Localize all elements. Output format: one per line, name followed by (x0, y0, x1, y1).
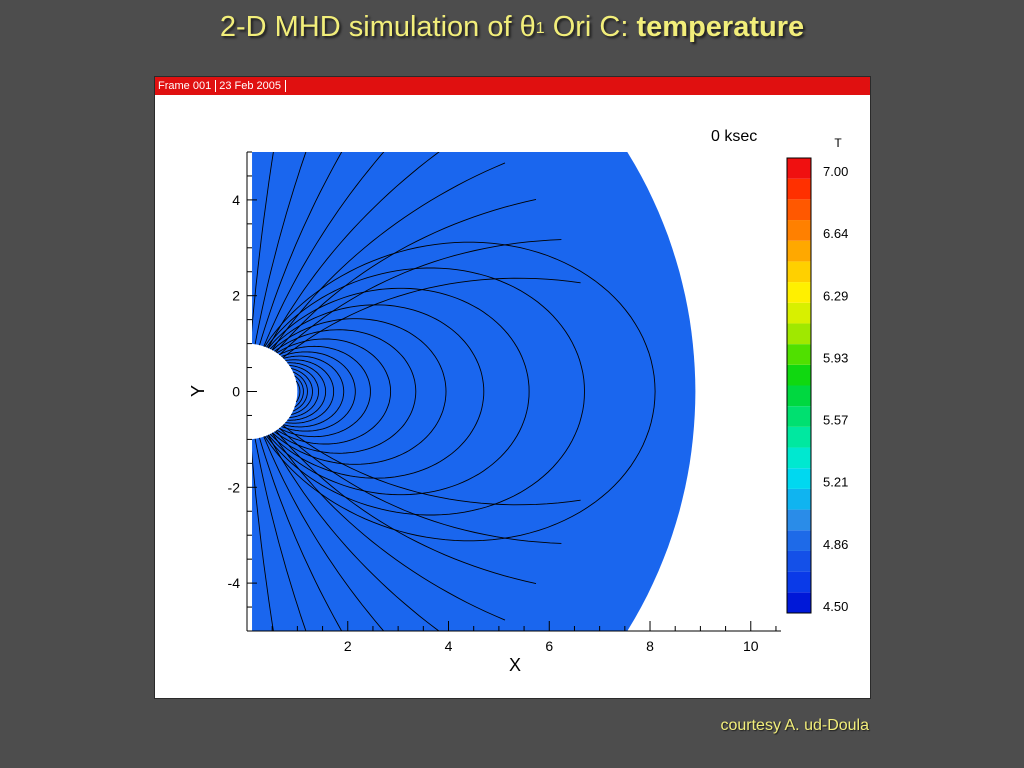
open-field-line (279, 427, 562, 544)
field-line-loop (267, 287, 530, 496)
x-axis-label: X (509, 655, 521, 675)
frame-number: Frame 001 (155, 80, 217, 93)
open-field-line (267, 152, 470, 349)
colorbar-segment (787, 509, 811, 531)
colorbar-segment (787, 364, 811, 386)
open-field-line (275, 198, 537, 353)
field-line-loop (266, 267, 585, 516)
x-tick-label: 2 (344, 638, 352, 654)
temperature-plot: 2 4 6 8 10 4 2 0 -2 -4 0 ksec X Y 7.00 6.64 6.29 5.9… (188, 128, 848, 675)
field-lines-layer (252, 152, 656, 631)
title-object: Ori C: (544, 11, 637, 43)
open-field-line (275, 430, 537, 585)
colorbar-tick-label: 5.57 (823, 413, 848, 428)
title-prefix: 2-D MHD simulation of (219, 11, 520, 43)
open-field-line (254, 438, 339, 631)
field-line-loop (281, 351, 356, 432)
colorbar-segment (787, 592, 811, 613)
field-line-loop (278, 345, 371, 438)
colorbar-segment (787, 571, 811, 593)
colorbar: 7.00 6.64 6.29 5.93 5.57 5.21 4.86 4.50 (786, 157, 848, 614)
colorbar-segment (787, 282, 811, 303)
y-tick-label: -2 (228, 479, 241, 495)
colorbar-tick-label: 6.64 (823, 226, 848, 241)
field-line-loop (289, 364, 319, 419)
credit-text: courtesy A. ud-Doula (720, 717, 869, 734)
field-line-loop (272, 318, 447, 465)
colorbar-segment (787, 261, 811, 283)
open-field-line (282, 424, 581, 506)
x-tick-label: 8 (646, 638, 654, 654)
field-line-loop (287, 362, 327, 421)
axes-layer: 2 4 6 8 10 4 2 0 -2 -4 (228, 151, 781, 654)
colorbar-segment (787, 302, 811, 324)
frame-header: Frame 001 23 Feb 2005 (155, 77, 870, 95)
field-line-loop (274, 329, 417, 454)
open-field-line (279, 239, 562, 356)
title-emphasis: temperature (636, 11, 805, 43)
open-field-line (267, 434, 470, 631)
colorbar-segment (787, 344, 811, 365)
open-field-line (259, 152, 385, 346)
colorbar-tick-label: 6.29 (823, 288, 848, 303)
frame-date: 23 Feb 2005 (216, 80, 286, 93)
slide-title: 2-D MHD simulation of θ1 Ori C: temperat… (0, 8, 1024, 46)
temperature-field-region (252, 152, 696, 631)
y-axis-label: Y (188, 385, 208, 397)
figure-panel: Frame 001 23 Feb 2005 2 4 6 8 10 4 2 0 -2 -4 0 kse… (154, 76, 871, 699)
open-field-line (263, 436, 429, 631)
field-line-loop (285, 359, 335, 424)
colorbar-segment (787, 199, 811, 221)
colorbar-segment (787, 488, 811, 510)
colorbar-segment (787, 385, 811, 407)
colorbar-segment (787, 406, 811, 427)
colorbar-segment (787, 447, 811, 469)
field-line-loop (269, 304, 485, 479)
colorbar-frame (786, 157, 812, 614)
field-line-loop (264, 241, 656, 542)
title-superscript: 1 (535, 20, 545, 37)
colorbar-tick-label: 5.93 (823, 350, 848, 365)
open-field-line (282, 277, 581, 359)
colorbar-tick-label: 4.86 (823, 537, 848, 552)
colorbar-segment (787, 178, 811, 200)
time-annotation: 0 ksec (711, 128, 757, 145)
open-field-line (254, 152, 339, 345)
y-tick-label: -4 (228, 575, 241, 591)
field-line-loop (291, 368, 313, 415)
open-field-line (263, 152, 429, 347)
colorbar-segment (787, 468, 811, 489)
colorbar-tick-label: 5.21 (823, 475, 848, 490)
colorbar-segment (787, 323, 811, 345)
field-line-loop (295, 380, 301, 403)
open-field-line (271, 162, 506, 351)
colorbar-segment (787, 550, 811, 572)
field-line-loop (276, 338, 392, 445)
x-tick-label: 4 (445, 638, 453, 654)
colorbar-tick-label: 7.00 (823, 164, 848, 179)
field-line-loop (292, 371, 308, 412)
x-tick-label: 6 (545, 638, 553, 654)
field-line-loop (294, 375, 304, 408)
field-line-loop (283, 355, 345, 428)
y-tick-label: 0 (232, 384, 240, 400)
colorbar-title: T (834, 136, 842, 150)
x-tick-label: 10 (743, 638, 759, 654)
y-tick-label: 4 (232, 192, 240, 208)
open-field-line (259, 437, 385, 631)
colorbar-segment (787, 220, 811, 241)
colorbar-segment (787, 240, 811, 262)
title-theta: θ (519, 11, 536, 43)
colorbar-segment (787, 530, 811, 551)
colorbar-segment (787, 158, 811, 179)
colorbar-tick-label: 4.50 (823, 599, 848, 614)
temperature-field-layer (196, 152, 696, 631)
y-tick-label: 2 (232, 288, 240, 304)
colorbar-segment (787, 426, 811, 448)
open-field-line (271, 432, 506, 621)
